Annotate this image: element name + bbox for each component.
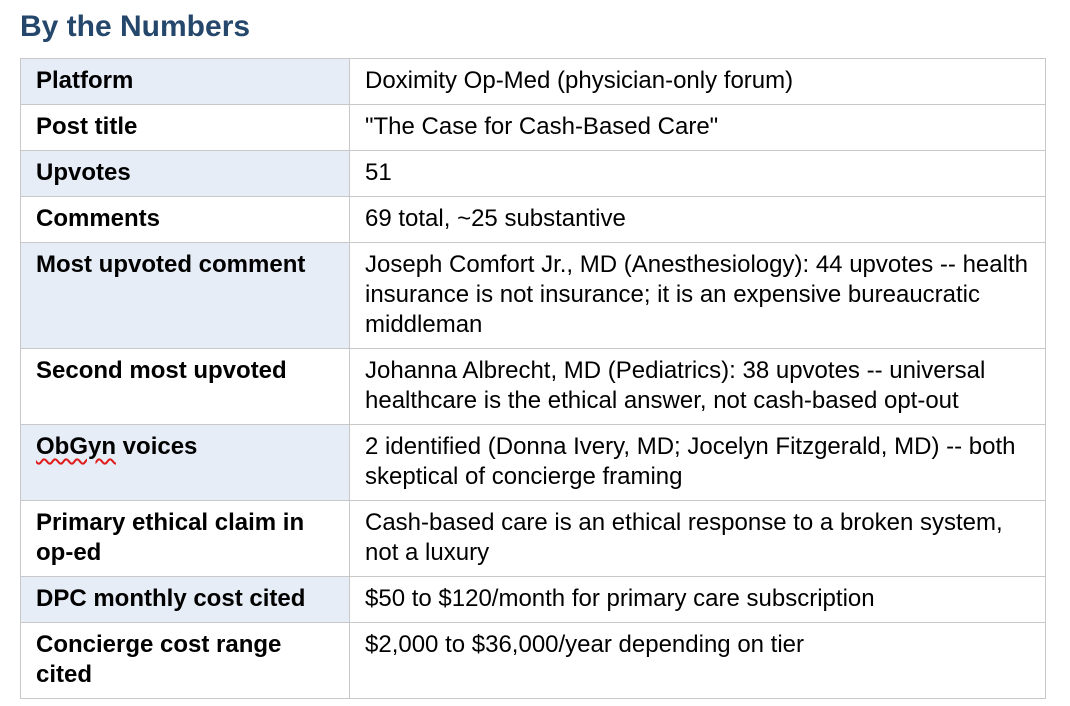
table-row: Post title "The Case for Cash-Based Care… [21, 104, 1045, 150]
table-row: ObGyn voices 2 identified (Donna Ivery, … [21, 424, 1045, 500]
row-value-cell[interactable]: 69 total, ~25 substantive [350, 196, 1045, 242]
row-value-cell[interactable]: $2,000 to $36,000/year depending on tier [350, 622, 1045, 698]
row-value-cell[interactable]: Joseph Comfort Jr., MD (Anesthesiology):… [350, 242, 1045, 348]
row-label-cell[interactable]: Post title [21, 104, 350, 150]
table-row: Platform Doximity Op-Med (physician-only… [21, 59, 1045, 104]
page-title[interactable]: By the Numbers [20, 10, 251, 43]
row-value-cell[interactable]: "The Case for Cash-Based Care" [350, 104, 1045, 150]
table-row: Second most upvoted Johanna Albrecht, MD… [21, 348, 1045, 424]
table-row: Concierge cost range cited $2,000 to $36… [21, 622, 1045, 698]
row-label-cell[interactable]: DPC monthly cost cited [21, 576, 350, 622]
row-value-cell[interactable]: Johanna Albrecht, MD (Pediatrics): 38 up… [350, 348, 1045, 424]
by-the-numbers-table: Platform Doximity Op-Med (physician-only… [20, 58, 1046, 699]
table-row: Upvotes 51 [21, 150, 1045, 196]
table-row: Most upvoted comment Joseph Comfort Jr.,… [21, 242, 1045, 348]
row-label-cell[interactable]: Primary ethical claim in op-ed [21, 500, 350, 576]
row-label-cell[interactable]: ObGyn voices [21, 424, 350, 500]
row-value-cell[interactable]: 2 identified (Donna Ivery, MD; Jocelyn F… [350, 424, 1045, 500]
row-value-cell[interactable]: Doximity Op-Med (physician-only forum) [350, 59, 1045, 104]
row-label-cell[interactable]: Platform [21, 59, 350, 104]
row-label-cell[interactable]: Upvotes [21, 150, 350, 196]
row-label-cell[interactable]: Comments [21, 196, 350, 242]
table-row: Primary ethical claim in op-ed Cash-base… [21, 500, 1045, 576]
table-row: DPC monthly cost cited $50 to $120/month… [21, 576, 1045, 622]
spellcheck-underlined-word[interactable]: ObGyn [36, 433, 117, 460]
row-value-cell[interactable]: 51 [350, 150, 1045, 196]
row-value-cell[interactable]: $50 to $120/month for primary care subsc… [350, 576, 1045, 622]
row-label-cell[interactable]: Second most upvoted [21, 348, 350, 424]
row-label-cell[interactable]: Concierge cost range cited [21, 622, 350, 698]
row-label-cell[interactable]: Most upvoted comment [21, 242, 350, 348]
row-value-cell[interactable]: Cash-based care is an ethical response t… [350, 500, 1045, 576]
table-row: Comments 69 total, ~25 substantive [21, 196, 1045, 242]
